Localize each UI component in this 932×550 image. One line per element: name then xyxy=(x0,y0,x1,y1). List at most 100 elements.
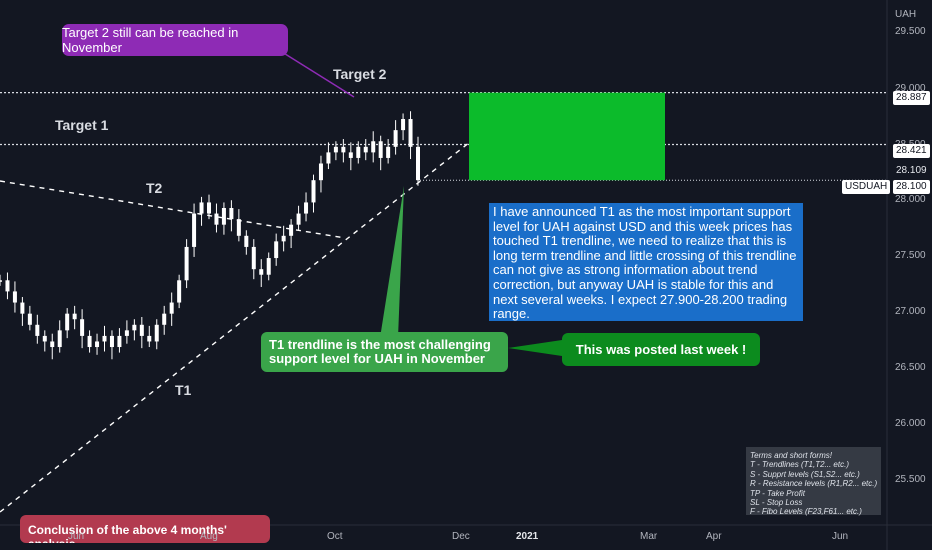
candle-body xyxy=(95,341,100,348)
candle-body xyxy=(378,141,383,158)
y-tick: 25.500 xyxy=(895,474,926,485)
candle-body xyxy=(393,130,398,147)
candle-body xyxy=(109,335,114,348)
candle-body xyxy=(311,180,316,203)
candle-body xyxy=(318,163,323,181)
candle-body xyxy=(132,324,137,331)
candle-body xyxy=(5,280,10,292)
candle-body xyxy=(266,258,271,275)
candle-body xyxy=(281,235,286,242)
candle-body xyxy=(348,152,353,158)
candle-body xyxy=(72,313,77,320)
x-tick: Apr xyxy=(706,531,722,542)
y-axis-unit: UAH xyxy=(895,9,917,20)
candle-body xyxy=(408,119,413,147)
legend-line: F - Fibo Levels (F23,F61... etc.) xyxy=(750,507,862,517)
candle-body xyxy=(416,146,420,181)
candle-body xyxy=(87,335,92,348)
conclusion-tag: Conclusion of the above 4 months' analys… xyxy=(20,515,270,543)
target2-label: Target 2 xyxy=(333,66,387,82)
y-tick: 26.000 xyxy=(895,418,926,429)
t2-label: T2 xyxy=(146,180,163,196)
candle-body xyxy=(333,146,338,153)
candle-body xyxy=(304,202,309,214)
x-tick: Dec xyxy=(452,531,470,542)
symbol-badge: USDUAH xyxy=(842,180,891,194)
candle-body xyxy=(124,330,129,336)
posted-pointer xyxy=(508,340,562,356)
candle-body xyxy=(147,335,152,342)
t1-pointer xyxy=(380,186,404,338)
candle-body xyxy=(57,330,62,348)
candle-body xyxy=(199,202,204,214)
legend-line: TP - Take Profit xyxy=(750,488,805,498)
candle-body xyxy=(80,319,85,336)
legend-line: R - Resistance levels (R1,R2... etc.) xyxy=(750,479,878,489)
x-tick: 2021 xyxy=(516,531,539,542)
candle-body xyxy=(0,280,2,282)
trendlines xyxy=(0,141,471,513)
candle-body xyxy=(27,313,32,325)
target2-callout: Target 2 still can be reached in Novembe… xyxy=(62,24,288,56)
target2-pointer xyxy=(281,51,355,98)
candle-body xyxy=(162,313,167,325)
candle-body xyxy=(207,202,211,214)
candle-body xyxy=(42,335,47,342)
candle-body xyxy=(192,213,197,247)
candle-body xyxy=(12,291,17,303)
y-tick: 29.500 xyxy=(895,26,926,37)
candle-body xyxy=(289,224,294,236)
y-tick: 29.000 xyxy=(895,83,926,94)
target-zone-rect xyxy=(469,92,665,181)
candle-body xyxy=(341,146,346,153)
x-tick: Jun xyxy=(68,531,85,542)
candle-body xyxy=(102,335,107,342)
candle-body xyxy=(244,235,249,247)
candle-body xyxy=(154,324,159,342)
candle-body xyxy=(35,324,40,336)
candle-body xyxy=(236,219,241,236)
candle-body xyxy=(251,246,256,270)
candle-body xyxy=(356,146,361,158)
candle-body xyxy=(363,146,368,153)
legend-line: T - Trendlines (T1,T2... etc.) xyxy=(750,460,849,470)
target1-label: Target 1 xyxy=(55,117,109,133)
y-tick: 28.000 xyxy=(895,194,926,205)
legend-title: Terms and short forms! xyxy=(750,451,832,460)
legend-line: S - Supprt levels (S1,S2... etc.) xyxy=(750,469,860,479)
candle-body xyxy=(229,207,234,220)
price-badge-target2: 28.887 xyxy=(893,91,930,105)
analysis-note: I have announced T1 as the most importan… xyxy=(489,203,803,321)
x-tick: Mar xyxy=(640,531,658,542)
terms-legend: Terms and short forms! T - Trendlines (T… xyxy=(746,447,881,517)
y-tick: 27.500 xyxy=(895,250,926,261)
price-badge-high: 28.109 xyxy=(893,164,930,178)
x-tick: Aug xyxy=(200,531,218,542)
candle-body xyxy=(20,302,25,314)
candle-body xyxy=(169,302,174,314)
shapes xyxy=(281,51,665,356)
posted-callout: This was posted last week ! xyxy=(562,333,760,366)
candle-body xyxy=(50,341,55,348)
candle-body xyxy=(296,213,301,225)
candle-body xyxy=(65,313,70,331)
t1-label: T1 xyxy=(175,382,192,398)
x-tick: Oct xyxy=(327,531,343,542)
candle-body xyxy=(184,246,189,281)
candle-body xyxy=(386,146,391,158)
candle-body xyxy=(259,269,264,275)
candle-body xyxy=(371,141,376,153)
legend-line: SL - Stop Loss xyxy=(750,498,803,508)
y-tick: 26.500 xyxy=(895,362,926,373)
candle-body xyxy=(177,280,182,303)
x-tick: Jun xyxy=(832,531,849,542)
candle-body xyxy=(274,241,279,259)
t2-trendline xyxy=(0,180,346,239)
candles xyxy=(0,111,420,360)
candle-body xyxy=(221,207,226,225)
t1-trendline xyxy=(0,141,471,513)
candle-body xyxy=(214,213,219,225)
candle-body xyxy=(401,119,406,131)
y-tick: 27.000 xyxy=(895,306,926,317)
